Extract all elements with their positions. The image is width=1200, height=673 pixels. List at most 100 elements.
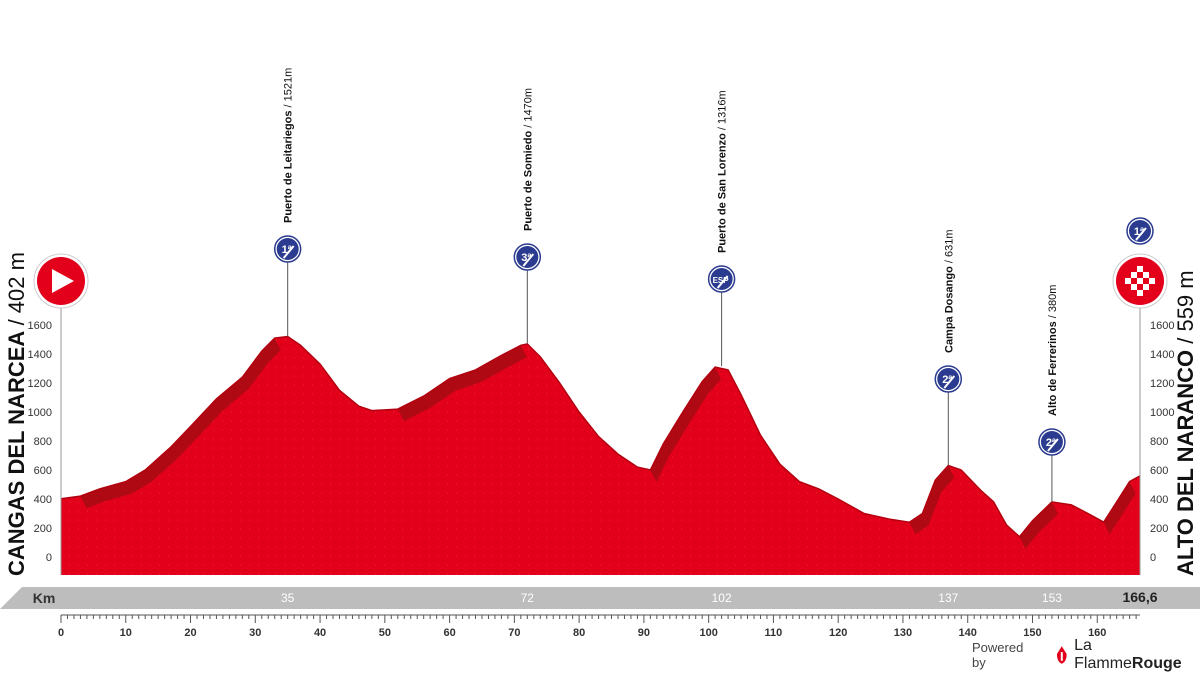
slope-shadow [922,480,942,526]
slope-shadow [190,398,223,439]
climb-altitude: / 631m [943,230,955,264]
km-band [0,587,1200,609]
slope-shadow [242,351,268,390]
slope-shadow [1116,481,1136,514]
badge-fill [1129,220,1151,242]
badge-category: 3ª [521,252,532,264]
slope-shadow [216,377,249,411]
y-tick-label-right: 1400 [1150,349,1174,361]
climb-category-badge: ESP [707,265,736,293]
y-tick-label-left: 1200 [28,378,52,390]
climb-label: Campa Dosango / 631m [943,230,955,354]
badge-slash-icon [282,245,295,259]
badge-fill [937,368,960,390]
climb-name: Puerto de Leitariegos [283,107,295,223]
km-marker-label: 102 [712,591,732,605]
slope-shadow [663,412,689,456]
y-tick-label-right: 1600 [1150,320,1174,332]
badge-category: ESP [713,276,730,285]
x-tick-label: 70 [508,627,520,639]
climb-label: Alto de Ferrerinos / 380m [1047,285,1059,416]
climb-name-text: Puerto de Leitariegos / 1521m [283,68,295,223]
climb-category-badge: 2ª [934,365,963,393]
y-tick-label-left: 200 [34,523,52,535]
x-tick-label: 90 [638,627,650,639]
slope-shadow [99,481,132,501]
climb-name: Puerto de San Lorenzo [717,130,729,253]
brand-part-2: Rouge [1131,655,1182,672]
x-tick-label: 140 [959,627,977,639]
badge-slash-icon [943,375,956,389]
slope-shadow [171,426,197,459]
y-tick-label-right: 1000 [1150,407,1174,419]
slope-shadow [702,367,722,394]
checker-cell [1137,290,1143,296]
start-label: CANGAS DEL NARCEA / 402 m [4,252,29,576]
km-marker-label: 72 [521,591,535,605]
finish-marker [1112,253,1168,309]
x-tick-label: 60 [443,627,455,639]
slope-shadow [1019,520,1039,549]
slope-shadow [125,470,152,494]
y-tick-label-right: 200 [1150,523,1168,535]
slope-shadow [423,378,456,409]
badge-slash-icon [522,253,535,267]
checker-cell [1137,278,1143,284]
slope-shadow [475,355,508,382]
badge-fill [276,238,299,260]
climb-altitude: / 1470m [522,88,534,128]
y-tick-label-right: 1200 [1150,378,1174,390]
slope-shadow [682,381,709,424]
x-tick-label: 80 [573,627,585,639]
climb-name-text: Puerto de Somiedo / 1470m [522,88,534,231]
badge-slash-icon [1135,227,1147,241]
y-tick-label-left: 1400 [28,349,52,361]
climb-name-text: Alto de Ferrerinos / 380m [1047,285,1059,416]
finish-category-badge: 1ª [1126,217,1154,245]
y-tick-label-left: 1000 [28,407,52,419]
slope-shadow [80,488,106,509]
climb-category-badge: 2ª [1038,428,1066,456]
x-tick-label: 150 [1023,627,1041,639]
y-tick-label-left: 600 [34,465,52,477]
start-arrow-icon [52,269,74,293]
profile-edge [60,335,1141,538]
climb-name-text: Campa Dosango / 631m [943,230,955,354]
slope-shadow [909,513,929,535]
finish-name: ALTO DEL NARANCO [1173,344,1198,576]
km-band-label: Km [33,590,56,606]
checker-cell [1131,272,1137,278]
checker-cell [1137,266,1143,272]
start-label-text: CANGAS DEL NARCEA / 402 m [4,252,29,576]
climb-altitude: / 1521m [283,68,295,108]
y-tick-label-left: 400 [34,494,52,506]
x-tick-label: 110 [765,627,783,639]
y-tick-label-right: 800 [1150,436,1168,448]
climb-category-badge: 3ª [513,243,542,271]
climb-label: Puerto de Leitariegos / 1521m [283,68,295,223]
finish-label: ALTO DEL NARANCO / 559 m [1173,270,1198,576]
y-tick-label-right: 400 [1150,494,1168,506]
finish-altitude: / 559 m [1173,270,1198,343]
badge-slash-icon [1047,438,1059,452]
x-tick-label: 120 [829,627,847,639]
x-tick-label: 40 [314,627,326,639]
climb-name-text: Puerto de San Lorenzo / 1316m [717,90,729,253]
badge-fill [710,268,733,290]
slope-shadow [145,446,178,482]
climb-name: Puerto de Somiedo [522,128,534,231]
slope-shadow [1032,501,1058,533]
climb-label: Puerto de Somiedo / 1470m [522,88,534,231]
checker-cell [1143,284,1149,290]
badge-slash-icon [716,275,729,289]
badge-category: 1ª [1134,226,1145,238]
climb-name: Alto de Ferrerinos [1047,318,1059,416]
checker-cell [1125,278,1131,284]
badge-fill [516,246,539,268]
checker-cell [1149,278,1155,284]
x-tick-label: 50 [379,627,391,639]
climb-category-badge: 1ª [273,235,302,263]
badge-category: 2ª [1046,437,1057,449]
climb-name: Campa Dosango [943,263,955,353]
